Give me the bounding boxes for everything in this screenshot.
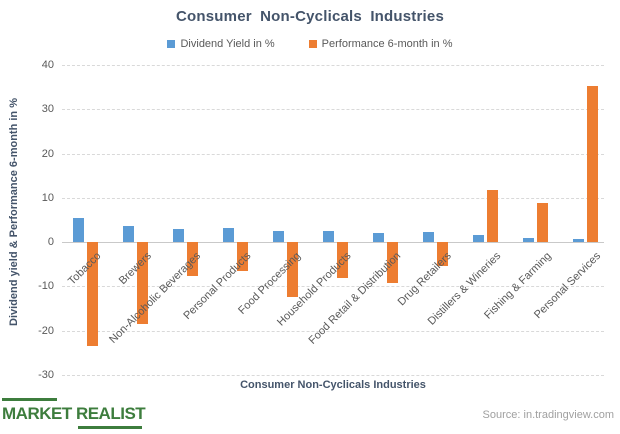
bar-dividend-yield-household-products [323, 230, 334, 243]
bar-dividend-yield-fishing-farming [523, 238, 534, 243]
market-realist-logo: MARKET REALIST [2, 398, 146, 429]
bar-performance-non-alcoholic-beverages [187, 242, 198, 277]
y-tick-label: 40 [41, 59, 54, 71]
bar-performance-drug-retailers [437, 242, 448, 267]
bar-dividend-yield-personal-services [573, 239, 584, 243]
legend-item-performance: Performance 6-month in % [308, 38, 453, 50]
bar-dividend-yield-distillers-wineries [473, 235, 484, 243]
y-tick-label: 10 [41, 191, 54, 204]
legend-item-dividend-yield: Dividend Yield in % [167, 38, 275, 50]
legend-label-dividend-yield: Dividend Yield in % [180, 38, 275, 50]
x-axis-line [62, 242, 604, 244]
source-text: Source: in.tradingview.com [482, 409, 614, 421]
gridline [62, 65, 604, 66]
bar-performance-personal-services [587, 86, 598, 243]
legend: Dividend Yield in % Performance 6-month … [0, 38, 620, 50]
bar-dividend-yield-drug-retailers [423, 232, 434, 243]
gridline [62, 153, 604, 155]
gridline [62, 109, 604, 111]
y-tick-label: -20 [38, 324, 54, 337]
y-tick-label: 20 [41, 147, 54, 160]
bar-performance-fishing-farming [537, 202, 548, 243]
legend-swatch-blue-icon [167, 40, 176, 48]
bar-performance-household-products [337, 242, 348, 278]
bar-performance-personal-products [237, 242, 248, 272]
bar-dividend-yield-non-alcoholic-beverages [173, 228, 184, 243]
bar-dividend-yield-tobacco [73, 218, 84, 243]
legend-label-performance: Performance 6-month in % [321, 38, 453, 50]
gridline [62, 375, 604, 376]
logo-text: MARKET REALIST [2, 404, 146, 423]
bar-performance-distillers-wineries [487, 189, 498, 243]
y-tick-label: -10 [38, 280, 54, 293]
bar-dividend-yield-food-processing [273, 231, 284, 243]
logo-top-bar [2, 398, 57, 401]
bar-dividend-yield-food-retail-distribution [373, 232, 384, 243]
x-category-label: Food Retail & Distribution [306, 250, 404, 347]
bar-performance-brewers [137, 242, 148, 325]
bar-performance-food-retail-distribution [387, 242, 398, 283]
gridline [62, 197, 604, 199]
bar-performance-food-processing [287, 242, 298, 297]
y-tick-label: -30 [38, 369, 54, 381]
bar-dividend-yield-brewers [123, 225, 134, 243]
y-axis-title: Dividend yield & Performance 6-month in … [8, 98, 20, 326]
gridline [62, 330, 604, 332]
bar-performance-tobacco [87, 242, 98, 347]
gridline [62, 286, 604, 288]
y-tick-label: 0 [47, 236, 54, 249]
logo-bottom-bar [78, 426, 142, 429]
legend-swatch-orange-icon [308, 40, 317, 48]
y-tick-label: 30 [41, 103, 54, 116]
bar-dividend-yield-personal-products [223, 228, 234, 243]
chart-title: Consumer Non-Cyclicals Industries [176, 8, 444, 25]
x-axis-title: Consumer Non-Cyclicals Industries [240, 379, 426, 391]
